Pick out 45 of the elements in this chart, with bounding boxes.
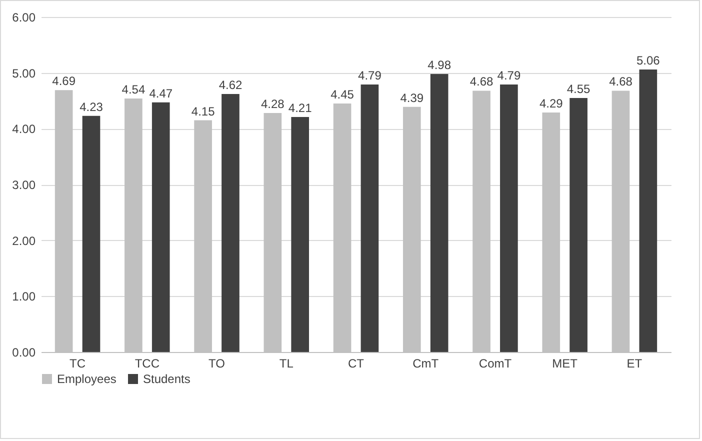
legend-label: Students	[143, 372, 190, 386]
legend-label: Employees	[57, 372, 116, 386]
data-label: 4.54	[122, 82, 146, 97]
bar	[152, 102, 170, 352]
bar	[500, 84, 518, 352]
data-label: 4.79	[358, 68, 382, 83]
data-label: 4.21	[288, 100, 312, 115]
y-tick-label: 1.00	[12, 290, 36, 304]
data-label: 4.98	[428, 58, 452, 72]
data-label: 4.68	[609, 74, 633, 89]
y-tick-label: 2.00	[12, 234, 36, 248]
x-tick-label: TC	[70, 356, 86, 370]
data-label: 4.23	[80, 100, 104, 114]
x-tick-label: ET	[626, 356, 643, 370]
y-tick-label: 0.00	[12, 346, 36, 360]
y-tick-label: 5.00	[12, 66, 36, 80]
data-label: 4.68	[470, 74, 494, 89]
data-label: 4.69	[52, 74, 76, 88]
bar	[82, 116, 100, 352]
bar	[360, 84, 379, 352]
x-tick-label: TL	[279, 356, 294, 370]
bar	[222, 94, 240, 352]
data-label: 4.55	[566, 82, 591, 96]
bar	[291, 116, 310, 352]
bar	[430, 74, 448, 352]
data-label: 4.28	[260, 97, 285, 112]
x-tick-label: ComT	[478, 356, 512, 370]
x-tick-label: TO	[208, 356, 225, 370]
data-label: 4.15	[191, 104, 216, 118]
data-label: 5.06	[636, 53, 660, 68]
x-tick-label: CmT	[412, 356, 440, 370]
x-tick-label: MET	[552, 356, 578, 370]
x-tick-label: CT	[348, 356, 365, 370]
bar	[639, 69, 658, 352]
x-tick-label: TCC	[134, 356, 160, 370]
y-tick-label: 3.00	[12, 178, 36, 192]
bar	[570, 98, 588, 352]
y-tick-label: 4.00	[12, 122, 36, 136]
data-label: 4.29	[539, 96, 564, 110]
data-label: 4.62	[218, 78, 242, 92]
data-label: 4.79	[497, 68, 521, 83]
data-label: 4.45	[330, 88, 354, 102]
data-label: 4.39	[400, 90, 424, 105]
y-tick-label: 6.00	[12, 10, 36, 24]
data-label: 4.47	[149, 86, 173, 100]
